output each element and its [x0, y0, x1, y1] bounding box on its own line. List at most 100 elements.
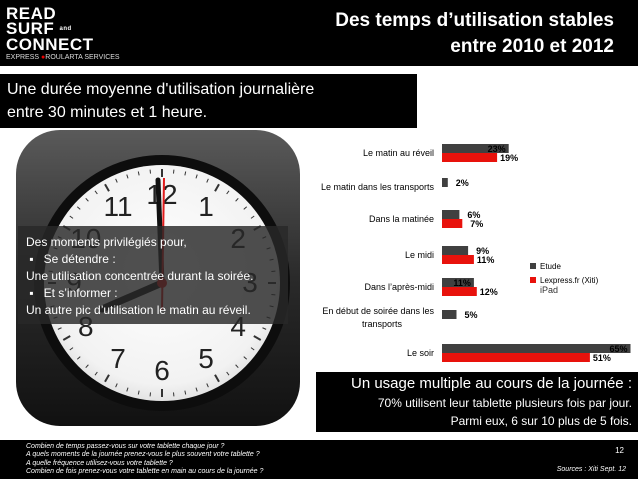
legend-item-etude: Etude: [530, 261, 598, 271]
clock-tick: [85, 364, 89, 369]
logo-services: SERVICES: [84, 54, 120, 62]
category-label: Le matin au réveil: [363, 148, 434, 158]
question-2: A quels moments de la journée prenez-vou…: [26, 451, 260, 459]
clock-tick: [243, 206, 248, 210]
clock-tick: [262, 327, 267, 330]
clock-tick: [115, 178, 118, 183]
clock-tick: [85, 197, 89, 202]
logo-dot: ●: [41, 54, 46, 62]
usage-line1: 70% utilisent leur tablette plusieurs fo…: [377, 396, 632, 410]
clock-number: 5: [198, 343, 214, 374]
usage-times-chart: Le matin au réveil 23% 19% Le matin dans le…: [296, 138, 638, 372]
clock-number: 6: [154, 355, 170, 386]
data-label-lexpress: 7%: [470, 219, 483, 229]
clock-tick: [76, 206, 81, 210]
subtitle-line1: Une durée moyenne d'utilisation journali…: [7, 81, 315, 98]
page-title-line2: entre 2010 et 2012: [450, 36, 614, 57]
logo-line3: CONNECT: [6, 35, 94, 55]
category-label: Dans la matinée: [369, 214, 434, 224]
clock-tick: [214, 374, 220, 383]
data-label-etude: 9%: [476, 246, 489, 256]
bar-etude: [442, 310, 457, 319]
legend-swatch-etude: [530, 263, 536, 269]
bar-lexpress: [442, 219, 463, 228]
clock-tick: [104, 374, 110, 383]
survey-questions: Combien de temps passez-vous sur votre t…: [26, 443, 263, 476]
logo-line2: SURF and: [6, 19, 124, 38]
clock-tick: [243, 356, 248, 360]
bar-etude: [442, 344, 631, 353]
legend-swatch-lexpress: [530, 277, 536, 283]
logo-line4: EXPRESS ●ROULARTA SERVICES: [6, 54, 124, 61]
clock-tick: [195, 387, 198, 392]
bar-lexpress: [442, 353, 590, 362]
data-label-etude: 2%: [456, 178, 469, 188]
clock-tick: [137, 390, 140, 395]
bar-lexpress: [442, 287, 477, 296]
usage-box: Un usage multiple au cours de la journée…: [316, 372, 638, 432]
clock-number: 7: [110, 343, 126, 374]
page-title: Des temps d’utilisation stables entre 20…: [335, 8, 614, 60]
legend-item-lexpress: Lexpress.fr (Xiti): [530, 275, 598, 285]
clock-tick: [104, 183, 110, 192]
data-label-etude: 11%: [453, 278, 471, 288]
usage-heading: Un usage multiple au cours de la journée…: [350, 375, 632, 392]
question-3: A quelle fréquence utilisez-vous votre t…: [26, 459, 173, 467]
legend-label-lexpress: Lexpress.fr (Xiti): [540, 275, 599, 285]
overlay-line-3: Une utilisation concentrée durant la soi…: [26, 269, 254, 283]
clock-tick: [115, 383, 118, 388]
bar-etude: [442, 278, 474, 287]
page-number: 12: [615, 446, 624, 455]
question-1: Combien de temps passez-vous sur votre t…: [26, 443, 225, 450]
clock-tick: [253, 335, 262, 341]
logo-line2-text: SURF: [6, 19, 55, 38]
footer-bar: Combien de temps passez-vous sur votre t…: [0, 440, 638, 479]
clock-tick: [57, 327, 62, 330]
usage-line2: Parmi eux, 6 sur 10 plus de 5 fois.: [450, 414, 632, 428]
clock-tick: [250, 215, 255, 219]
overlay-line-4: ▪ Et s’informer :: [26, 286, 118, 300]
clock-tick: [137, 171, 140, 176]
clock-tick: [250, 347, 255, 351]
data-label-lexpress: 19%: [500, 153, 518, 163]
brand-logo: READ SURF and CONNECT EXPRESS ●ROULARTA …: [6, 5, 124, 61]
clock-tick: [214, 183, 220, 192]
bar-lexpress: [442, 255, 474, 264]
source-note: Sources : Xiti Sept. 12: [556, 466, 626, 473]
overlay-line-5: Un autre pic d’utilisation le matin au r…: [26, 303, 251, 317]
clock-tick: [184, 390, 187, 395]
legend-label-etude: Etude: [540, 261, 561, 271]
clock-tick: [206, 178, 209, 183]
overlay-line-2: ▪ Se détendre :: [26, 252, 116, 266]
overlay-line-2-text: Se détendre :: [43, 252, 116, 266]
clock-tick: [94, 371, 98, 376]
bar-etude: [442, 144, 509, 153]
subtitle-line2: entre 30 minutes et 1 heure.: [7, 104, 208, 121]
clock-tick: [235, 364, 239, 369]
clock-number: 1: [198, 191, 214, 222]
data-label-etude: 6%: [467, 210, 480, 220]
chart-legend: Etude Lexpress.fr (Xiti) iPad: [530, 261, 598, 295]
overlay-line-1: Des moments privilégiés pour,: [26, 235, 187, 249]
subtitle-box: Une durée moyenne d'utilisation journali…: [0, 74, 417, 128]
data-label-lexpress: 12%: [480, 287, 498, 297]
logo-roularta: ROULARTA: [45, 54, 83, 62]
category-label: Le soir: [407, 348, 434, 358]
clock-tick: [235, 197, 239, 202]
category-label: transports: [362, 319, 403, 329]
category-label: Dans l’après-midi: [364, 282, 434, 292]
clock-tick: [195, 174, 198, 179]
question-4: Combien de fois prenez-vous votre tablet…: [26, 467, 264, 475]
clock-tick: [206, 383, 209, 388]
data-label-lexpress: 51%: [593, 353, 611, 363]
bar-etude: [442, 210, 460, 219]
data-label-etude: 23%: [488, 144, 506, 154]
category-label: Le midi: [405, 250, 434, 260]
clock-tick: [76, 356, 81, 360]
clock-number: 11: [103, 191, 132, 222]
logo-line2-small: and: [59, 26, 72, 33]
data-label-etude: 5%: [465, 310, 478, 320]
bar-chart-svg: Le matin au réveil 23%19% Le matin dans le…: [321, 144, 631, 363]
clock-tick: [94, 190, 98, 195]
clock-tick: [126, 174, 129, 179]
